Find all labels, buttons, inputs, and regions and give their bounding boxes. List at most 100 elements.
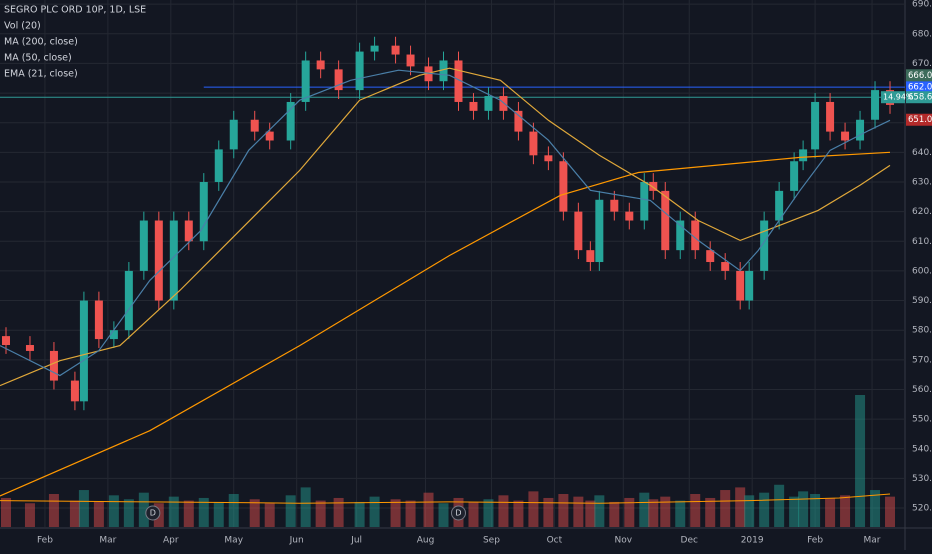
volume-bar xyxy=(300,487,311,527)
y-tick-label: 550.0 xyxy=(912,415,932,425)
change-badge: 14.94% xyxy=(883,93,914,102)
candle-body xyxy=(334,69,343,91)
candle-body xyxy=(439,60,448,82)
volume-bar xyxy=(705,497,716,527)
volume-bar xyxy=(354,501,365,527)
volume-bar xyxy=(648,499,659,527)
indicator-line xyxy=(0,67,891,387)
volume-bar xyxy=(249,499,260,527)
price-label: 662.0 xyxy=(908,83,932,93)
candle-body xyxy=(169,220,178,301)
volume-bar xyxy=(774,484,785,527)
candle-body xyxy=(760,220,769,271)
volume-bar xyxy=(810,494,821,527)
candle-body xyxy=(544,155,553,162)
chart-title: SEGRO PLC ORD 10P, 1D, LSE xyxy=(4,5,146,16)
event-marker xyxy=(450,505,466,521)
volume-bar xyxy=(138,492,149,527)
volume-bar xyxy=(333,497,344,527)
candle-body xyxy=(424,66,433,82)
candle-body xyxy=(514,110,523,132)
volume-bar xyxy=(369,496,380,527)
volume-bar xyxy=(870,490,881,527)
x-tick-label: Feb xyxy=(37,536,53,546)
volume-bar xyxy=(438,503,449,527)
volume-ma-line xyxy=(0,493,891,504)
legend-entry: MA (200, close) xyxy=(4,37,78,48)
candle-body xyxy=(286,101,295,141)
price-label-box xyxy=(906,91,932,104)
volume-bar xyxy=(468,501,479,527)
candle-body xyxy=(811,101,820,150)
volume-bar xyxy=(543,497,554,527)
volume-bar xyxy=(390,499,401,527)
volume-bar xyxy=(198,497,209,527)
candle-body xyxy=(49,350,58,381)
candle-body xyxy=(79,300,88,402)
candle-body xyxy=(214,149,223,182)
volume-bar xyxy=(0,497,11,527)
candle-body xyxy=(154,220,163,301)
candle-body xyxy=(559,161,568,212)
y-tick-label: 520.0 xyxy=(912,504,932,514)
volume-bar xyxy=(789,496,800,527)
x-tick-label: Oct xyxy=(547,536,563,546)
candle-body xyxy=(826,101,835,132)
price-label-box xyxy=(906,81,932,94)
y-tick-label: 590.0 xyxy=(912,296,932,306)
y-tick-label: 670.0 xyxy=(912,59,932,69)
candle-body xyxy=(469,101,478,111)
volume-bar xyxy=(498,495,509,527)
x-tick-label: Aug xyxy=(417,536,435,546)
x-tick-label: Jun xyxy=(289,536,304,546)
candle-body xyxy=(721,262,730,271)
y-tick-label: 690.0 xyxy=(912,0,932,10)
volume-bar xyxy=(123,499,134,527)
volume-bar xyxy=(264,503,275,527)
candle-body xyxy=(625,211,634,221)
y-tick-label: 560.0 xyxy=(912,385,932,395)
volume-bar xyxy=(798,491,809,527)
candle-body xyxy=(574,211,583,251)
y-tick-label: 530.0 xyxy=(912,474,932,484)
volume-bar xyxy=(855,395,866,527)
volume-bar xyxy=(108,495,119,527)
candle-body xyxy=(301,60,310,102)
volume-bar xyxy=(48,494,59,527)
volume-bar xyxy=(78,490,89,527)
candle-body xyxy=(355,51,364,91)
x-tick-label: Mar xyxy=(864,536,881,546)
candle-body xyxy=(184,220,193,242)
x-tick-label: 2019 xyxy=(741,536,764,546)
volume-bar xyxy=(483,499,494,527)
candle-body xyxy=(841,131,850,141)
volume-bar xyxy=(528,491,539,527)
volume-bar xyxy=(315,500,326,527)
candle-body xyxy=(139,220,148,271)
y-tick-label: 640.0 xyxy=(912,148,932,158)
volume-bar xyxy=(285,495,296,527)
candle-body xyxy=(316,60,325,70)
candle-body xyxy=(736,270,745,301)
volume-bar xyxy=(639,492,650,527)
volume-bar xyxy=(24,503,35,527)
candle-body xyxy=(391,45,400,55)
volume-bar xyxy=(609,501,620,527)
legend-entry: Vol (20) xyxy=(4,21,41,32)
candle-body xyxy=(676,220,685,251)
legend-entry: MA (50, close) xyxy=(4,53,72,64)
y-tick-label: 620.0 xyxy=(912,207,932,217)
x-tick-label: Feb xyxy=(807,536,823,546)
y-tick-label: 540.0 xyxy=(912,444,932,454)
price-label: 658.6 xyxy=(908,93,932,103)
volume-bar xyxy=(513,500,524,527)
volume-bar xyxy=(183,500,194,527)
event-marker xyxy=(145,505,161,521)
volume-bar xyxy=(690,494,701,527)
candle-body xyxy=(406,54,415,67)
volume-bar xyxy=(168,496,179,527)
x-tick-label: Dec xyxy=(681,536,698,546)
volume-bar xyxy=(840,495,851,527)
candle-body xyxy=(484,96,493,111)
